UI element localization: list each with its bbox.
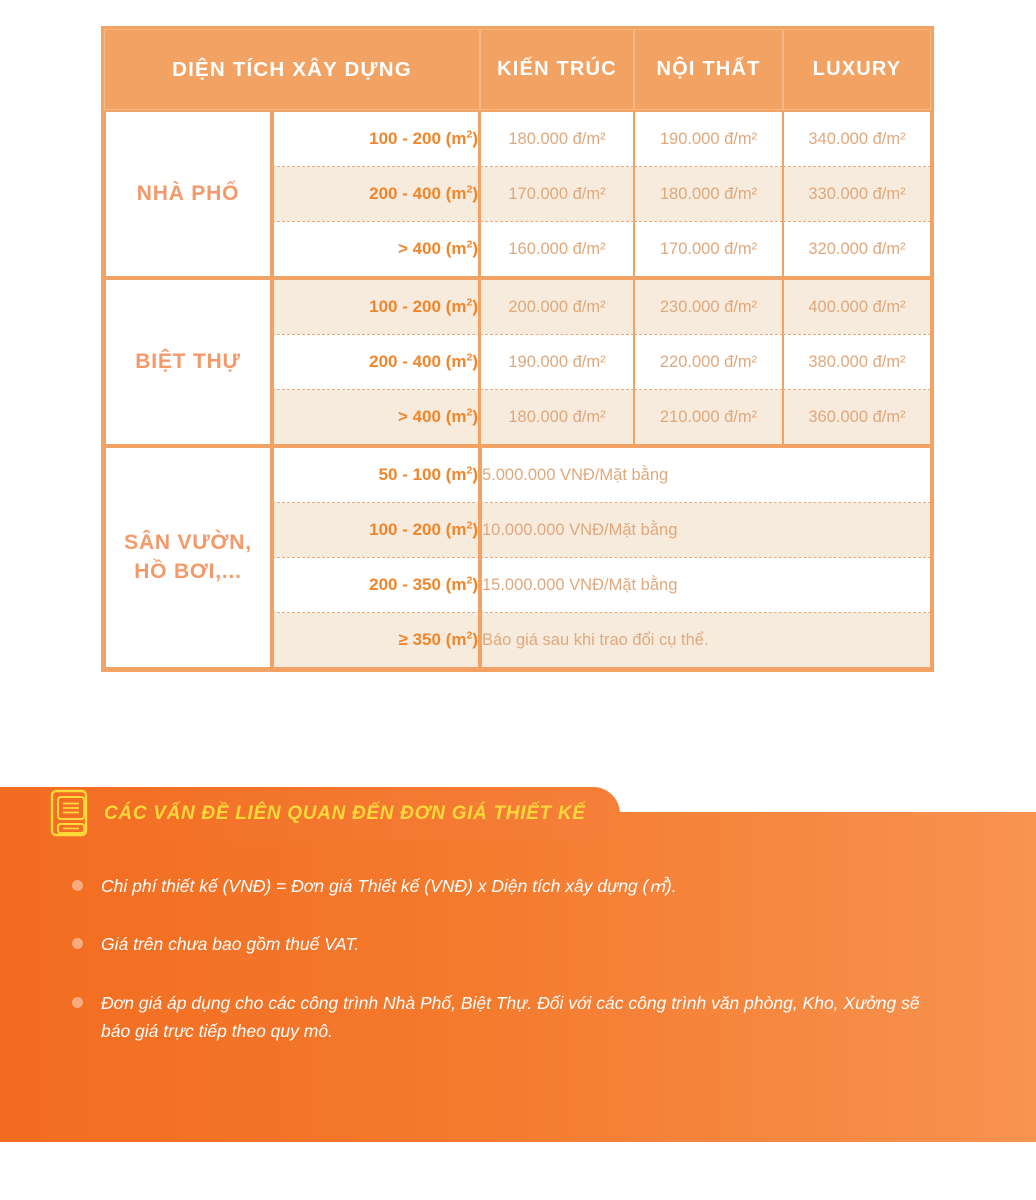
price-note: 10.000.000 VNĐ/Mặt bằng xyxy=(480,503,931,558)
price-note: 15.000.000 VNĐ/Mặt bằng xyxy=(480,558,931,613)
note-text: Đơn giá áp dụng cho các công trình Nhà P… xyxy=(101,992,920,1042)
area-range-text: 100 - 200 (m xyxy=(369,129,467,148)
area-range: 100 - 200 (m2) xyxy=(272,503,480,558)
area-range: 100 - 200 (m2) xyxy=(272,110,480,167)
price-noi-that: 210.000 đ/m² xyxy=(634,390,783,446)
area-range: 50 - 100 (m2) xyxy=(272,446,480,503)
list-item: Giá trên chưa bao gồm thuế VAT. xyxy=(72,930,952,958)
price-luxury: 330.000 đ/m² xyxy=(783,167,931,222)
price-noi-that: 220.000 đ/m² xyxy=(634,335,783,390)
area-range-tail: ) xyxy=(472,630,478,649)
price-note: 5.000.000 VNĐ/Mặt bằng xyxy=(480,446,931,503)
table-row: 100 - 200 (m2) 10.000.000 VNĐ/Mặt bằng xyxy=(104,503,931,558)
area-unit-sup: 2 xyxy=(466,519,473,532)
area-unit-sup: 2 xyxy=(466,406,473,419)
area-range-tail: ) xyxy=(472,465,478,484)
area-range-tail: ) xyxy=(472,184,478,203)
category-label-nha-pho: NHÀ PHỐ xyxy=(104,110,272,278)
table-row: 200 - 350 (m2) 15.000.000 VNĐ/Mặt bằng xyxy=(104,558,931,613)
area-range-text: 100 - 200 (m xyxy=(369,520,467,539)
price-kien-truc: 170.000 đ/m² xyxy=(480,167,634,222)
price-luxury: 320.000 đ/m² xyxy=(783,222,931,278)
notes-panel xyxy=(0,812,1036,1142)
table-header-row: DIỆN TÍCH XÂY DỰNG KIẾN TRÚC NỘI THẤT LU… xyxy=(104,29,931,110)
area-range-text: > 400 (m xyxy=(397,407,467,426)
area-unit-sup: 2 xyxy=(466,128,473,141)
category-label-san-vuon: SÂN VƯỜN, HỒ BƠI,... xyxy=(104,446,272,669)
bullet-icon xyxy=(72,938,83,950)
area-range-text: 200 - 400 (m xyxy=(369,352,467,371)
area-unit-sup: 2 xyxy=(466,574,473,587)
area-range: 100 - 200 (m2) xyxy=(272,278,480,335)
area-range: > 400 (m2) xyxy=(272,390,480,446)
table-row: NHÀ PHỐ 100 - 200 (m2) 180.000 đ/m² 190.… xyxy=(104,110,931,278)
price-noi-that: 230.000 đ/m² xyxy=(634,278,783,335)
area-unit-sup: 2 xyxy=(466,238,473,251)
price-luxury: 360.000 đ/m² xyxy=(783,390,931,446)
category-line-1: SÂN VƯỜN, xyxy=(124,531,252,555)
book-icon xyxy=(50,789,88,837)
price-noi-that: 170.000 đ/m² xyxy=(634,222,783,278)
area-range-text: > 400 (m xyxy=(397,239,467,258)
bullet-icon xyxy=(72,880,83,891)
table-row: 200 - 400 (m2) 170.000 đ/m² 180.000 đ/m²… xyxy=(104,167,931,222)
column-header-area: DIỆN TÍCH XÂY DỰNG xyxy=(104,29,480,110)
area-unit-sup: 2 xyxy=(466,464,473,477)
price-luxury: 400.000 đ/m² xyxy=(783,278,931,335)
area-range-text: 100 - 200 (m xyxy=(369,297,467,316)
table-row: 200 - 400 (m2) 190.000 đ/m² 220.000 đ/m²… xyxy=(104,335,931,390)
list-item: Chi phí thiết kế (VNĐ) = Đơn giá Thiết k… xyxy=(72,872,952,900)
area-range-tail: ) xyxy=(472,239,478,258)
column-header-noi-that: NỘI THẤT xyxy=(634,29,783,110)
price-luxury: 340.000 đ/m² xyxy=(783,110,931,167)
area-range-text: 50 - 100 (m xyxy=(378,465,467,484)
price-kien-truc: 190.000 đ/m² xyxy=(480,335,634,390)
note-text: Giá trên chưa bao gồm thuế VAT. xyxy=(101,934,360,955)
area-range-tail: ) xyxy=(472,297,478,316)
price-kien-truc: 180.000 đ/m² xyxy=(480,390,634,446)
table-row: SÂN VƯỜN, HỒ BƠI,... 50 - 100 (m2) 5.000… xyxy=(104,446,931,669)
note-text: Chi phí thiết kế (VNĐ) = Đơn giá Thiết k… xyxy=(101,876,677,896)
table-row: BIỆT THỰ 100 - 200 (m2) 200.000 đ/m² 230… xyxy=(104,278,931,446)
column-header-kien-truc: KIẾN TRÚC xyxy=(480,29,634,110)
area-range-tail: ) xyxy=(472,407,478,426)
area-range-text: ≥ 350 (m xyxy=(398,630,467,649)
bullet-icon xyxy=(72,996,83,1008)
area-range-tail: ) xyxy=(472,352,478,371)
list-item: Đơn giá áp dụng cho các công trình Nhà P… xyxy=(72,989,952,1046)
area-range: ≥ 350 (m2) xyxy=(272,613,480,669)
area-range-tail: ) xyxy=(472,129,478,148)
area-range: 200 - 400 (m2) xyxy=(272,335,480,390)
design-price-table: DIỆN TÍCH XÂY DỰNG KIẾN TRÚC NỘI THẤT LU… xyxy=(101,26,934,672)
price-note: Báo giá sau khi trao đổi cụ thể. xyxy=(480,613,931,669)
notes-title-banner: CÁC VẤN ĐỀ LIÊN QUAN ĐẾN ĐƠN GIÁ THIẾT K… xyxy=(0,787,620,841)
price-kien-truc: 180.000 đ/m² xyxy=(480,110,634,167)
area-unit-sup: 2 xyxy=(466,296,473,309)
area-range-tail: ) xyxy=(472,575,478,594)
price-luxury: 380.000 đ/m² xyxy=(783,335,931,390)
price-table-container: DIỆN TÍCH XÂY DỰNG KIẾN TRÚC NỘI THẤT LU… xyxy=(101,26,934,672)
price-noi-that: 180.000 đ/m² xyxy=(634,167,783,222)
price-kien-truc: 160.000 đ/m² xyxy=(480,222,634,278)
table-body: NHÀ PHỐ 100 - 200 (m2) 180.000 đ/m² 190.… xyxy=(104,110,931,669)
table-row: > 400 (m2) 180.000 đ/m² 210.000 đ/m² 360… xyxy=(104,390,931,446)
notes-title: CÁC VẤN ĐỀ LIÊN QUAN ĐẾN ĐƠN GIÁ THIẾT K… xyxy=(104,803,586,824)
area-range-text: 200 - 350 (m xyxy=(369,575,467,594)
table-row: ≥ 350 (m2) Báo giá sau khi trao đổi cụ t… xyxy=(104,613,931,669)
area-range: 200 - 350 (m2) xyxy=(272,558,480,613)
area-unit-sup: 2 xyxy=(466,183,473,196)
column-header-luxury: LUXURY xyxy=(783,29,931,110)
price-kien-truc: 200.000 đ/m² xyxy=(480,278,634,335)
area-unit-sup: 2 xyxy=(466,629,473,642)
price-noi-that: 190.000 đ/m² xyxy=(634,110,783,167)
area-range: 200 - 400 (m2) xyxy=(272,167,480,222)
category-label-biet-thu: BIỆT THỰ xyxy=(104,278,272,446)
category-line-2: HỒ BƠI,... xyxy=(134,559,242,583)
area-range: > 400 (m2) xyxy=(272,222,480,278)
area-unit-sup: 2 xyxy=(466,351,473,364)
table-row: > 400 (m2) 160.000 đ/m² 170.000 đ/m² 320… xyxy=(104,222,931,278)
area-range-tail: ) xyxy=(472,520,478,539)
notes-list: Chi phí thiết kế (VNĐ) = Đơn giá Thiết k… xyxy=(72,872,952,1075)
area-range-text: 200 - 400 (m xyxy=(369,184,467,203)
